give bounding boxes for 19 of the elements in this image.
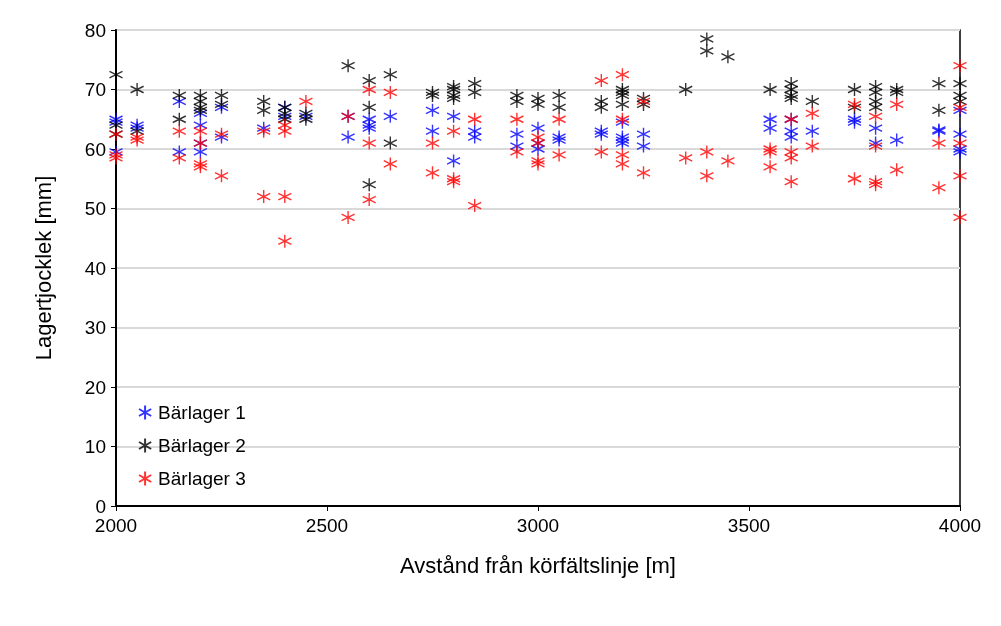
x-tick-label: 4000	[938, 515, 982, 536]
x-tick-label: 2000	[94, 515, 138, 536]
legend-label: Bärlager 1	[158, 402, 246, 423]
y-tick-label: 30	[84, 317, 106, 338]
y-tick-label: 10	[84, 436, 106, 457]
legend-label: Bärlager 2	[158, 435, 246, 456]
x-axis-title: Avstånd från körfältslinje [m]	[400, 552, 676, 578]
x-tick-label: 3500	[727, 515, 771, 536]
y-tick-label: 50	[84, 198, 106, 219]
y-tick-label: 60	[84, 138, 106, 160]
x-tick-label: 3000	[516, 515, 560, 536]
y-axis-title: Lagertjocklek [mm]	[30, 175, 56, 361]
y-tick-label: 40	[84, 257, 106, 279]
y-tick-label: 20	[84, 376, 106, 398]
y-tick-label: 80	[84, 19, 106, 41]
legend-label: Bärlager 3	[158, 468, 246, 489]
y-tick-label: 70	[84, 79, 106, 100]
x-tick-label: 2500	[305, 515, 349, 536]
y-tick-label: 0	[95, 495, 106, 517]
